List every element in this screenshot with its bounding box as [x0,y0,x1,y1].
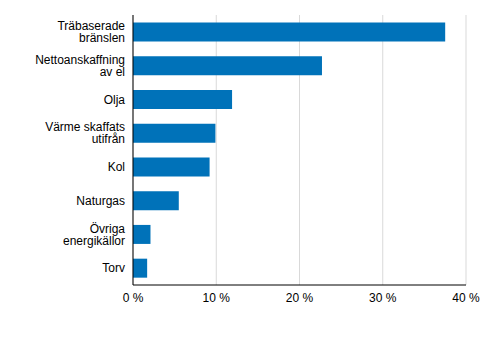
svg-text:Träbaseradebränslen: Träbaseradebränslen [57,19,125,45]
svg-text:20 %: 20 % [286,291,314,305]
svg-text:Naturgas: Naturgas [76,194,125,208]
svg-text:0 %: 0 % [123,291,144,305]
svg-text:Torv: Torv [102,261,125,275]
svg-text:Övrigaenergikällor: Övrigaenergikällor [63,222,125,248]
svg-text:30 %: 30 % [369,291,397,305]
svg-text:10 %: 10 % [203,291,231,305]
svg-text:Kol: Kol [108,160,125,174]
svg-text:Värme skaffatsutifrån: Värme skaffatsutifrån [45,120,125,146]
svg-text:40 %: 40 % [452,291,480,305]
svg-text:Olja: Olja [104,93,126,107]
svg-text:Nettoanskaffningav el: Nettoanskaffningav el [35,53,125,79]
